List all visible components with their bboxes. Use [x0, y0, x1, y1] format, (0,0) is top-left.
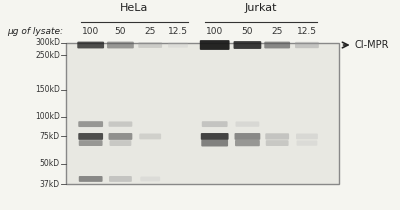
Text: 100: 100 [206, 26, 223, 35]
Text: CI-MPR: CI-MPR [354, 40, 389, 50]
Text: 150kD: 150kD [35, 85, 60, 94]
Text: 50: 50 [115, 26, 126, 35]
FancyBboxPatch shape [78, 133, 103, 140]
FancyBboxPatch shape [168, 42, 188, 48]
FancyBboxPatch shape [66, 43, 339, 184]
FancyBboxPatch shape [109, 176, 132, 182]
FancyBboxPatch shape [201, 133, 228, 140]
Text: 12.5: 12.5 [297, 26, 317, 35]
FancyBboxPatch shape [295, 42, 319, 48]
Text: 25: 25 [272, 26, 283, 35]
FancyBboxPatch shape [108, 133, 132, 140]
Text: 12.5: 12.5 [168, 26, 188, 35]
Text: 50kD: 50kD [40, 159, 60, 168]
Text: HeLa: HeLa [120, 3, 148, 13]
FancyBboxPatch shape [235, 140, 260, 146]
Text: 100kD: 100kD [35, 113, 60, 122]
Text: 75kD: 75kD [40, 132, 60, 141]
FancyBboxPatch shape [236, 121, 259, 127]
FancyBboxPatch shape [77, 42, 104, 49]
Text: μg of lysate:: μg of lysate: [7, 26, 63, 35]
FancyBboxPatch shape [201, 140, 228, 147]
FancyBboxPatch shape [265, 133, 289, 140]
Text: 50: 50 [242, 26, 253, 35]
FancyBboxPatch shape [110, 140, 131, 146]
FancyBboxPatch shape [266, 140, 288, 146]
FancyBboxPatch shape [296, 134, 318, 139]
FancyBboxPatch shape [78, 121, 103, 127]
FancyBboxPatch shape [139, 134, 161, 139]
Text: 300kD: 300kD [35, 38, 60, 47]
FancyBboxPatch shape [200, 40, 230, 50]
FancyBboxPatch shape [234, 41, 261, 49]
FancyBboxPatch shape [264, 42, 290, 49]
Text: 37kD: 37kD [40, 180, 60, 189]
FancyBboxPatch shape [138, 42, 162, 48]
FancyBboxPatch shape [296, 140, 317, 146]
FancyBboxPatch shape [79, 176, 102, 182]
FancyBboxPatch shape [140, 177, 160, 181]
Text: 250kD: 250kD [35, 51, 60, 60]
Text: 25: 25 [144, 26, 156, 35]
FancyBboxPatch shape [234, 133, 260, 140]
Text: 100: 100 [82, 26, 99, 35]
FancyBboxPatch shape [202, 121, 228, 127]
FancyBboxPatch shape [79, 140, 102, 146]
FancyBboxPatch shape [107, 42, 134, 49]
Text: Jurkat: Jurkat [244, 3, 277, 13]
FancyBboxPatch shape [108, 121, 132, 127]
